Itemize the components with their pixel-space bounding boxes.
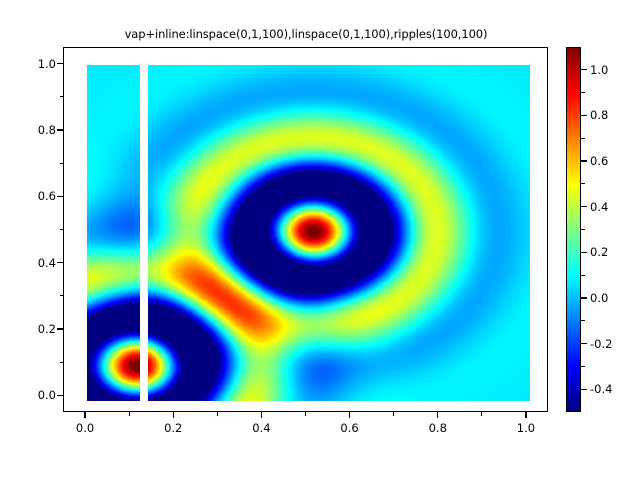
colorbar-tick-label: 0.0 xyxy=(590,290,609,305)
colorbar-tick-label: 0.4 xyxy=(590,199,609,214)
y-tick-major xyxy=(57,262,63,264)
colorbar-tick-label: 0.2 xyxy=(590,245,609,260)
y-tick-minor xyxy=(59,295,63,297)
x-tick-major xyxy=(348,412,351,418)
colorbar-tick-minor xyxy=(581,183,585,185)
heatmap-patch-right xyxy=(147,64,530,402)
colorbar-tick-major xyxy=(581,297,587,299)
y-tick-minor xyxy=(59,162,63,164)
x-tick-major xyxy=(260,412,262,418)
colorbar-gradient xyxy=(567,48,580,411)
y-tick-minor xyxy=(59,361,63,363)
colorbar-tick-minor xyxy=(581,365,585,367)
y-tick-major xyxy=(57,62,63,65)
heatmap-canvas-left xyxy=(86,64,140,402)
x-tick-minor xyxy=(393,412,395,416)
colorbar-tick-label: 1.0 xyxy=(590,62,609,77)
page-title: vap+inline:linspace(0,1,100),linspace(0,… xyxy=(124,27,488,41)
colorbar-tick-minor xyxy=(581,274,585,276)
x-tick-major xyxy=(437,412,439,418)
colorbar-tick-label: -0.4 xyxy=(590,382,613,397)
y-tick-minor xyxy=(59,228,63,231)
x-tick-label: 1.0 xyxy=(516,421,536,435)
colorbar-tick-minor xyxy=(581,92,585,94)
y-tick-label: 1.0 xyxy=(37,56,56,71)
x-tick-major xyxy=(172,412,174,418)
y-tick-major xyxy=(57,195,63,197)
y-tick-label: 0.2 xyxy=(37,322,56,337)
colorbar-tick-major xyxy=(581,342,587,345)
x-tick-label: 0.6 xyxy=(340,421,359,435)
y-tick-label: 0.6 xyxy=(37,189,56,204)
colorbar-tick-label: -0.2 xyxy=(590,336,613,351)
y-tick-major xyxy=(57,129,63,131)
x-tick-label: 0.2 xyxy=(164,421,183,435)
colorbar-tick-major xyxy=(581,388,587,390)
y-tick-major xyxy=(57,328,63,330)
x-tick-minor xyxy=(304,412,307,416)
colorbar-tick-minor xyxy=(581,137,585,139)
y-tick-label: 0.0 xyxy=(37,388,56,403)
colorbar-tick-minor xyxy=(581,228,585,231)
x-tick-label: 0.0 xyxy=(75,421,95,435)
colorbar-tick-major xyxy=(581,114,587,117)
colorbar-tick-label: 0.8 xyxy=(590,108,609,123)
heatmap-patch-left xyxy=(86,64,140,402)
colorbar-tick-major xyxy=(581,160,587,162)
x-tick-minor xyxy=(481,412,483,416)
colorbar-tick-major xyxy=(581,251,587,253)
y-tick-major xyxy=(57,394,63,396)
x-tick-minor xyxy=(216,412,218,416)
colorbar-tick-label: 0.6 xyxy=(590,154,609,169)
colorbar-tick-major xyxy=(581,206,587,208)
x-tick-label: 0.8 xyxy=(428,421,447,435)
y-tick-label: 0.8 xyxy=(37,122,56,137)
x-tick-label: 0.4 xyxy=(252,421,271,435)
x-tick-minor xyxy=(128,412,130,416)
main-plot-axes[interactable] xyxy=(63,47,548,412)
heatmap-canvas-right xyxy=(147,64,530,402)
x-tick-major xyxy=(84,412,86,418)
x-tick-major xyxy=(525,412,527,418)
y-tick-label: 0.4 xyxy=(37,255,56,270)
heatmap-image-layer xyxy=(64,48,547,411)
y-tick-minor xyxy=(59,96,63,98)
colorbar-tick-minor xyxy=(581,320,585,322)
colorbar[interactable] xyxy=(566,47,581,412)
colorbar-tick-major xyxy=(581,69,587,71)
